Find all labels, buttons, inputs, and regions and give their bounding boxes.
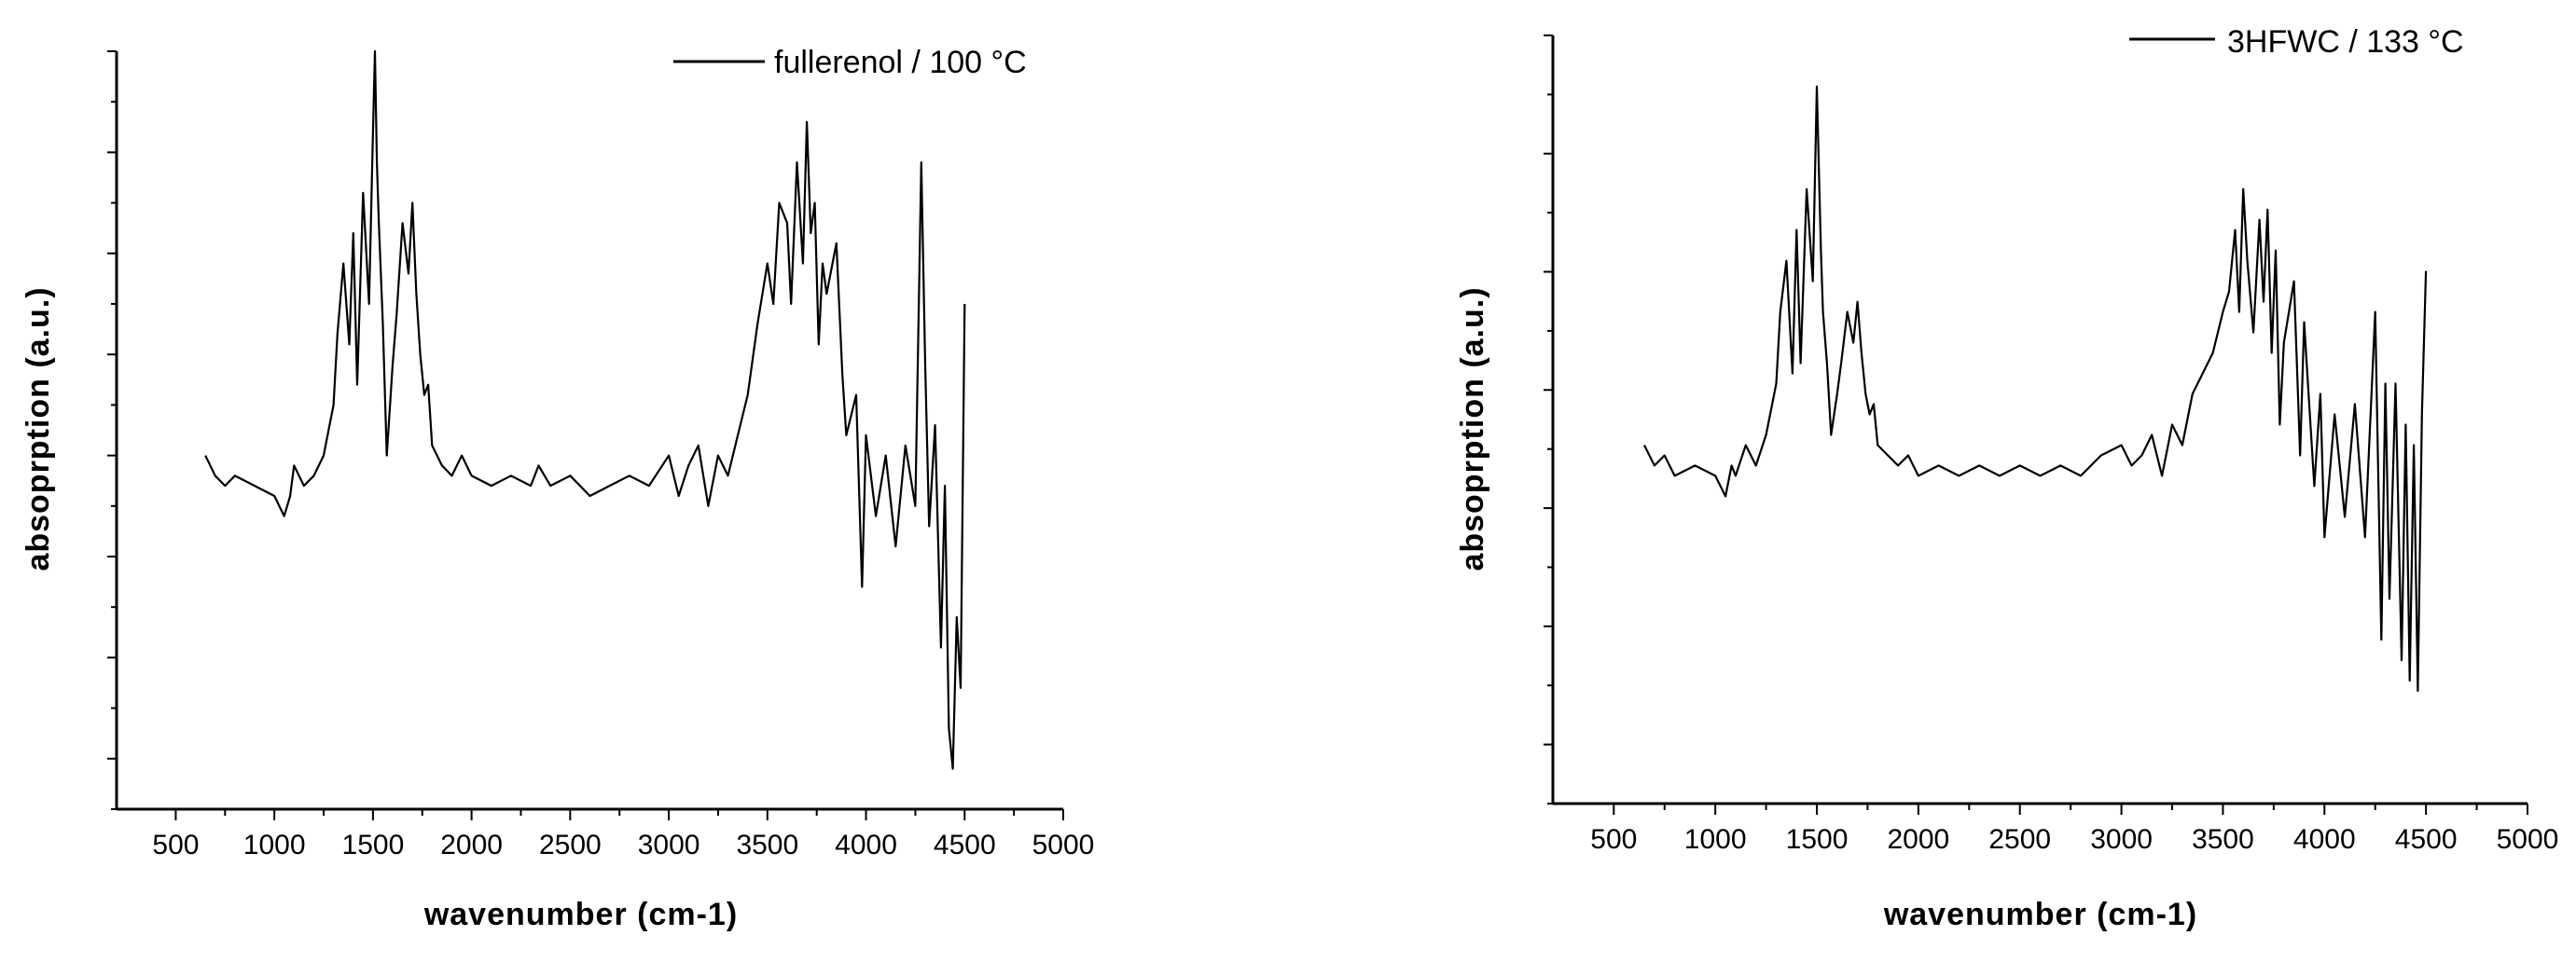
x-tick-label: 5000: [1032, 830, 1095, 860]
x-ticks-left: [174, 809, 1064, 820]
x-tick-label: 4000: [835, 830, 897, 860]
x-tick-label: 4500: [2395, 824, 2458, 855]
x-tick-label: 2500: [1988, 824, 2051, 855]
axes-frame-right: [1551, 35, 2528, 805]
chart-panel-fullerenol: 500 1000 1500 2000 2500 3000 3500 4000 4500 5000 …: [21, 45, 1094, 932]
legend-label-3hfwc: 3HFWC / 133 °C: [2227, 24, 2464, 60]
x-tick-labels-left: 500 1000 1500 2000 2500 3000 3500 4000 4500 5000: [152, 830, 1094, 860]
x-tick-label: 1000: [1684, 824, 1747, 855]
x-tick-label: 3000: [2090, 824, 2153, 855]
series-line-left: [204, 49, 966, 770]
legend-right: 3HFWC / 133 °C: [2129, 24, 2464, 60]
x-tick-label: 3500: [2192, 824, 2254, 855]
y-ticks-left: [107, 50, 117, 810]
chart-panel-3hfwc: 500 1000 1500 2000 2500 3000 3500 4000 4500 5000 …: [1455, 24, 2558, 932]
series-lines-left: [204, 49, 966, 770]
x-tick-label: 5000: [2497, 824, 2559, 855]
x-tick-label: 1500: [342, 830, 405, 860]
x-tick-label: 1000: [243, 830, 306, 860]
y-ticks-right: [1544, 34, 1553, 805]
series-lines-right: [1643, 85, 2428, 693]
x-tick-label: 500: [152, 830, 199, 860]
x-tick-label: 3000: [638, 830, 700, 860]
legend-left: fullerenol / 100 °C: [673, 45, 1027, 80]
x-axis-title-left: wavenumber (cm-1): [423, 897, 738, 932]
x-tick-label: 1500: [1786, 824, 1849, 855]
x-tick-label: 2000: [440, 830, 503, 860]
y-axis-title-left: absoprption (a.u.): [21, 286, 56, 571]
legend-label-fullerenol: fullerenol / 100 °C: [774, 45, 1027, 80]
x-axis-title-right: wavenumber (cm-1): [1883, 897, 2197, 932]
series-line-right: [1643, 85, 2428, 693]
x-tick-label: 2500: [539, 830, 602, 860]
x-tick-label: 500: [1590, 824, 1637, 855]
x-tick-label: 4500: [934, 830, 996, 860]
x-tick-label: 4000: [2293, 824, 2356, 855]
x-tick-label: 2000: [1888, 824, 1950, 855]
x-tick-labels-right: 500 1000 1500 2000 2500 3000 3500 4000 4500 5000: [1590, 824, 2558, 855]
x-ticks-right: [1613, 804, 2528, 815]
x-tick-label: 3500: [736, 830, 798, 860]
y-axis-title-right: absoprption (a.u.): [1455, 286, 1490, 571]
